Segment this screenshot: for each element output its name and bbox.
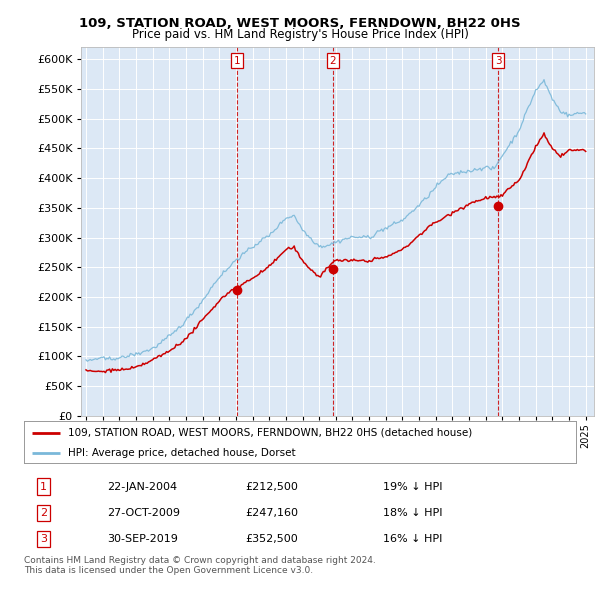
Text: 16% ↓ HPI: 16% ↓ HPI (383, 534, 442, 544)
Text: £352,500: £352,500 (245, 534, 298, 544)
Text: 3: 3 (40, 534, 47, 544)
Text: 22-JAN-2004: 22-JAN-2004 (107, 481, 177, 491)
Text: 3: 3 (495, 56, 502, 66)
Text: 109, STATION ROAD, WEST MOORS, FERNDOWN, BH22 0HS (detached house): 109, STATION ROAD, WEST MOORS, FERNDOWN,… (68, 428, 472, 438)
Text: 27-OCT-2009: 27-OCT-2009 (107, 508, 180, 518)
Text: £247,160: £247,160 (245, 508, 298, 518)
Text: 1: 1 (40, 481, 47, 491)
Text: 18% ↓ HPI: 18% ↓ HPI (383, 508, 442, 518)
Text: 1: 1 (233, 56, 240, 66)
Text: 109, STATION ROAD, WEST MOORS, FERNDOWN, BH22 0HS: 109, STATION ROAD, WEST MOORS, FERNDOWN,… (79, 17, 521, 30)
Text: HPI: Average price, detached house, Dorset: HPI: Average price, detached house, Dors… (68, 448, 296, 457)
Text: Contains HM Land Registry data © Crown copyright and database right 2024.
This d: Contains HM Land Registry data © Crown c… (24, 556, 376, 575)
Text: 2: 2 (40, 508, 47, 518)
Text: 19% ↓ HPI: 19% ↓ HPI (383, 481, 442, 491)
Text: Price paid vs. HM Land Registry's House Price Index (HPI): Price paid vs. HM Land Registry's House … (131, 28, 469, 41)
Text: 2: 2 (329, 56, 336, 66)
Text: £212,500: £212,500 (245, 481, 298, 491)
Text: 30-SEP-2019: 30-SEP-2019 (107, 534, 178, 544)
